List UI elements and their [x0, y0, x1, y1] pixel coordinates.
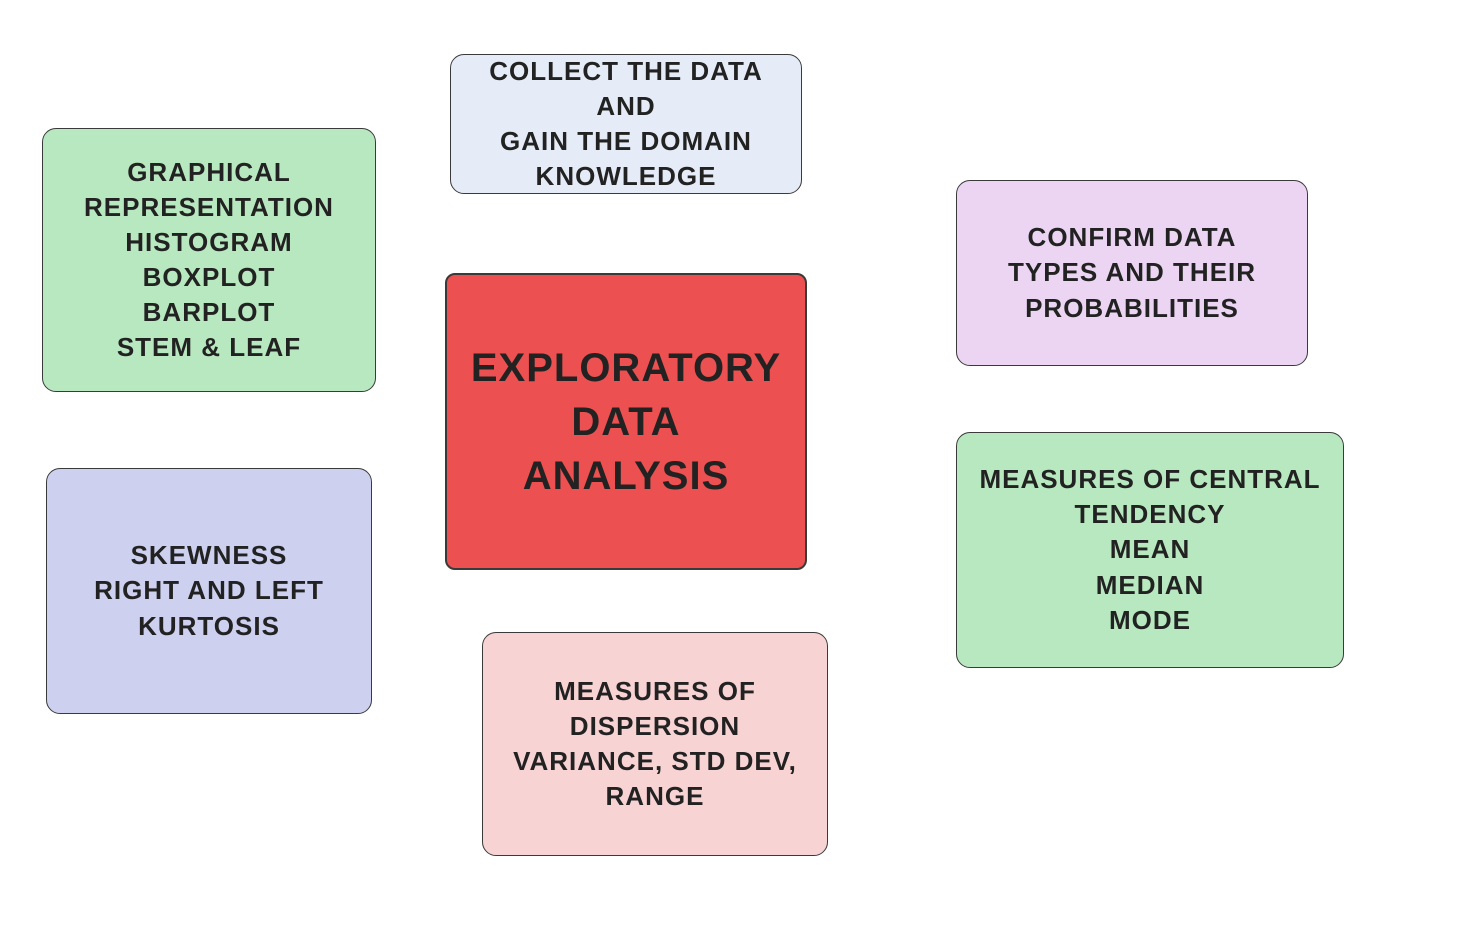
- node-bottom-left-label: SKEWNESS RIGHT AND LEFT KURTOSIS: [94, 538, 324, 643]
- node-bottom-right-label: MEASURES OF CENTRAL TENDENCY MEAN MEDIAN…: [979, 462, 1320, 637]
- node-top-right-label: CONFIRM DATA TYPES AND THEIR PROBABILITI…: [1008, 220, 1256, 325]
- node-top-right: CONFIRM DATA TYPES AND THEIR PROBABILITI…: [956, 180, 1308, 366]
- node-center: EXPLORATORY DATA ANALYSIS: [445, 273, 807, 570]
- node-top-left-label: GRAPHICAL REPRESENTATION HISTOGRAM BOXPL…: [84, 155, 334, 366]
- node-top-label: COLLECT THE DATA AND GAIN THE DOMAIN KNO…: [469, 54, 783, 194]
- node-bottom: MEASURES OF DISPERSION VARIANCE, STD DEV…: [482, 632, 828, 856]
- node-center-label: EXPLORATORY DATA ANALYSIS: [471, 341, 781, 503]
- diagram-canvas: EXPLORATORY DATA ANALYSIS COLLECT THE DAT…: [0, 0, 1460, 940]
- node-top: COLLECT THE DATA AND GAIN THE DOMAIN KNO…: [450, 54, 802, 194]
- node-bottom-left: SKEWNESS RIGHT AND LEFT KURTOSIS: [46, 468, 372, 714]
- node-bottom-label: MEASURES OF DISPERSION VARIANCE, STD DEV…: [513, 674, 797, 814]
- node-top-left: GRAPHICAL REPRESENTATION HISTOGRAM BOXPL…: [42, 128, 376, 392]
- node-bottom-right: MEASURES OF CENTRAL TENDENCY MEAN MEDIAN…: [956, 432, 1344, 668]
